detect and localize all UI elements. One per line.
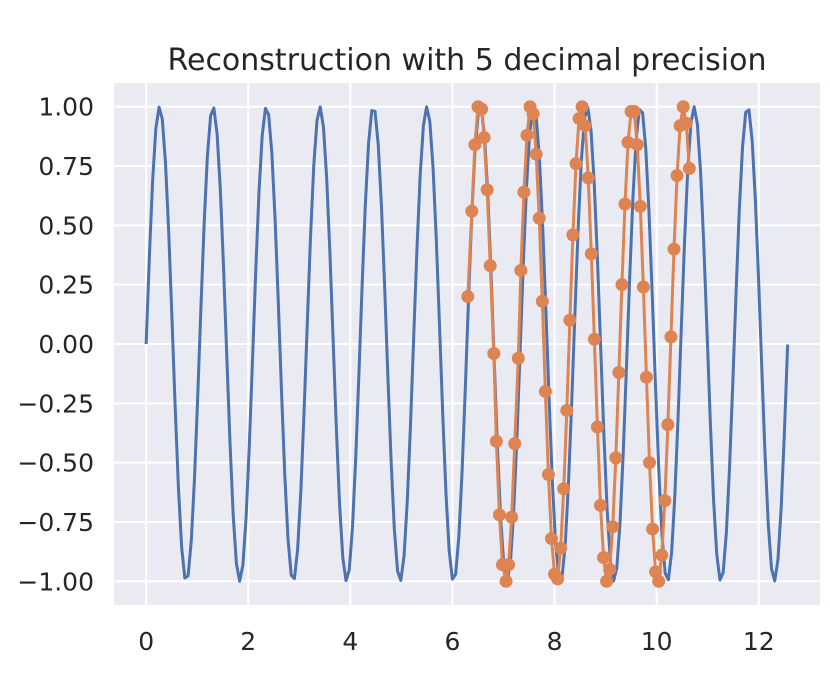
reconstruction-point bbox=[520, 128, 534, 142]
reconstruction-point bbox=[578, 119, 592, 133]
reconstruction-point bbox=[502, 558, 516, 572]
reconstruction-point bbox=[615, 278, 629, 292]
reconstruction-point bbox=[630, 138, 644, 152]
x-tick-label: 2 bbox=[240, 627, 256, 656]
y-tick-label: −0.50 bbox=[17, 449, 94, 478]
reconstruction-point bbox=[557, 482, 571, 496]
reconstruction-point bbox=[600, 574, 614, 588]
reconstruction-point bbox=[590, 420, 604, 434]
reconstruction-point bbox=[646, 522, 660, 536]
reconstruction-point bbox=[584, 247, 598, 261]
reconstruction-point bbox=[532, 211, 546, 225]
reconstruction-point bbox=[499, 574, 513, 588]
reconstruction-point bbox=[639, 370, 653, 384]
reconstruction-point bbox=[541, 468, 555, 481]
reconstruction-point bbox=[682, 161, 696, 175]
reconstruction-point bbox=[566, 228, 580, 242]
reconstruction-point bbox=[581, 171, 595, 185]
reconstruction-point bbox=[618, 197, 632, 211]
reconstruction-point bbox=[676, 100, 690, 114]
x-tick-label: 8 bbox=[547, 627, 563, 656]
reconstruction-point bbox=[636, 280, 650, 294]
y-tick-label: 1.00 bbox=[38, 93, 94, 122]
reconstruction-point bbox=[627, 104, 641, 118]
reconstruction-point bbox=[529, 147, 543, 161]
y-tick-label: 0.75 bbox=[38, 152, 94, 181]
reconstruction-point bbox=[569, 157, 583, 171]
reconstruction-point bbox=[487, 346, 501, 360]
reconstruction-point bbox=[535, 294, 549, 308]
reconstruction-point bbox=[517, 185, 531, 199]
reconstruction-point bbox=[475, 102, 489, 116]
y-tick-label: −0.25 bbox=[17, 389, 94, 418]
reconstruction-point bbox=[538, 384, 552, 398]
y-tick-label: 0.50 bbox=[38, 211, 94, 240]
reconstruction-point bbox=[593, 498, 607, 512]
reconstruction-point bbox=[461, 290, 475, 304]
reconstruction-point bbox=[483, 259, 497, 273]
series-original-line bbox=[144, 105, 790, 583]
reconstruction-point bbox=[563, 313, 577, 327]
reconstruction-point bbox=[551, 572, 565, 586]
series-group bbox=[144, 100, 790, 588]
reconstruction-point bbox=[492, 508, 506, 522]
reconstruction-point bbox=[609, 451, 623, 465]
x-tick-label: 10 bbox=[641, 627, 673, 656]
x-tick-label: 12 bbox=[743, 627, 775, 656]
reconstruction-point bbox=[505, 510, 519, 524]
reconstruction-point bbox=[658, 494, 672, 508]
reconstruction-point bbox=[514, 263, 528, 277]
x-tick-label: 4 bbox=[342, 627, 358, 656]
x-tick-label: 0 bbox=[138, 627, 154, 656]
y-tick-label: −1.00 bbox=[17, 567, 94, 596]
x-tick-label: 6 bbox=[444, 627, 460, 656]
reconstruction-point bbox=[489, 434, 503, 448]
reconstruction-point bbox=[661, 418, 675, 432]
reconstruction-point bbox=[667, 242, 681, 256]
reconstruction-point bbox=[511, 351, 525, 365]
reconstruction-point bbox=[664, 330, 678, 344]
reconstruction-point bbox=[508, 437, 522, 451]
reconstruction-point bbox=[606, 520, 620, 534]
reconstruction-point bbox=[670, 169, 684, 183]
reconstruction-point bbox=[560, 403, 574, 417]
reconstruction-point bbox=[465, 204, 479, 218]
y-tick-label: 0.25 bbox=[38, 271, 94, 300]
reconstruction-point bbox=[587, 332, 601, 346]
reconstruction-point bbox=[655, 548, 669, 562]
reconstruction-point bbox=[554, 541, 568, 555]
reconstruction-point bbox=[544, 532, 558, 546]
y-tick-label: −0.75 bbox=[17, 508, 94, 537]
reconstruction-point bbox=[642, 456, 656, 470]
reconstruction-point bbox=[603, 562, 617, 576]
reconstruction-point bbox=[679, 116, 693, 130]
reconstruction-point bbox=[612, 365, 626, 379]
tick-labels: 0 2 4 6 8 10 12 1.00 0.75 0.50 0.25 0.00 −0.25 −0.50 −… bbox=[17, 93, 774, 656]
reconstruction-point bbox=[480, 183, 494, 197]
y-tick-label: 0.00 bbox=[38, 330, 94, 359]
reconstruction-point bbox=[597, 551, 611, 565]
reconstruction-point bbox=[575, 100, 589, 114]
reconstruction-point bbox=[468, 138, 482, 152]
reconstruction-point bbox=[477, 131, 491, 145]
chart-title: Reconstruction with 5 decimal precision bbox=[167, 43, 766, 78]
reconstruction-point bbox=[526, 107, 540, 121]
reconstruction-point bbox=[633, 199, 647, 213]
reconstruction-point bbox=[652, 574, 666, 588]
